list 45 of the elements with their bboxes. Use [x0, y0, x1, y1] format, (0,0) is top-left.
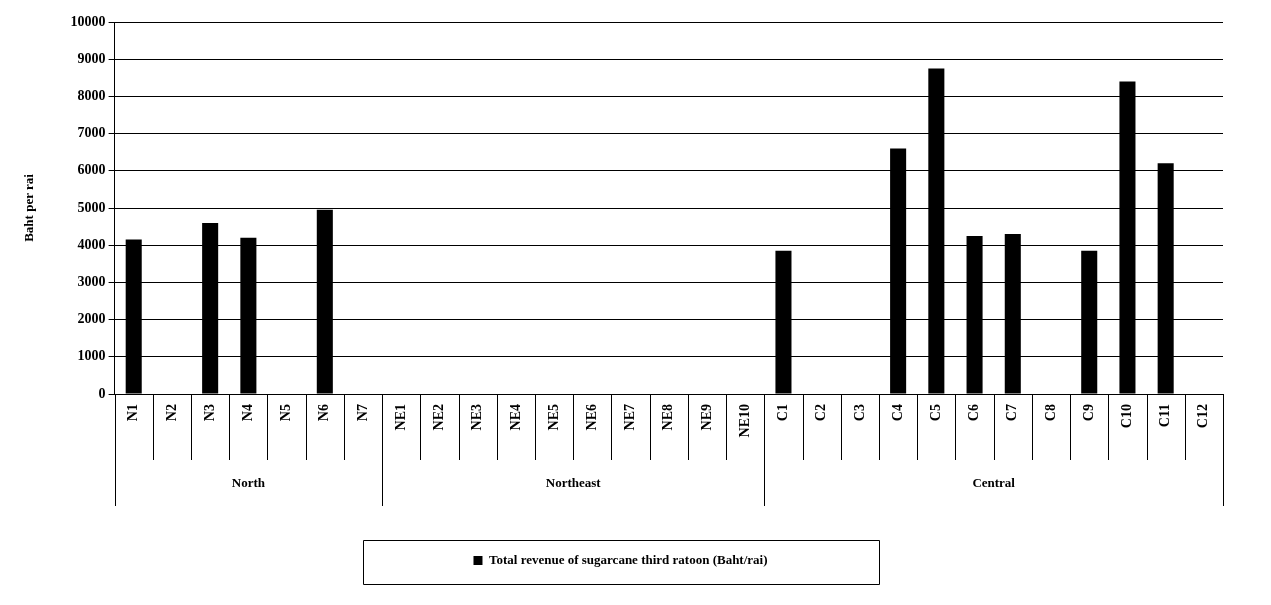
y-tick-label: 3000 — [77, 274, 106, 290]
x-tick-label: NE3 — [469, 404, 485, 431]
x-tick-label: N6 — [316, 404, 332, 422]
y-tick-label: 5000 — [77, 199, 106, 215]
x-tick-label: C10 — [1119, 404, 1135, 429]
x-tick-label: C1 — [775, 404, 791, 422]
x-tick-label: NE9 — [698, 404, 714, 431]
x-tick-label: NE10 — [736, 404, 752, 438]
x-tick-label: NE6 — [583, 404, 599, 431]
y-tick-label: 9000 — [77, 50, 106, 66]
x-tick-label: C7 — [1004, 404, 1020, 422]
x-tick-label: C5 — [927, 404, 943, 422]
x-tick-label: NE1 — [392, 404, 408, 431]
x-tick-label: NE4 — [507, 404, 523, 431]
text: North — [231, 475, 266, 491]
x-tick-label: N7 — [354, 404, 370, 422]
x-tick-label: NE7 — [622, 404, 638, 431]
x-tick-label: N4 — [239, 404, 255, 422]
y-tick-label: 0 — [98, 385, 106, 401]
x-tick-label: C2 — [813, 404, 829, 422]
x-tick-label: N2 — [163, 404, 179, 422]
x-tick-label: N5 — [278, 404, 294, 422]
x-tick-label: NE8 — [660, 404, 676, 431]
x-tick-label: C6 — [966, 404, 982, 422]
y-tick-label: 7000 — [77, 125, 106, 141]
x-tick-label: NE5 — [545, 404, 561, 431]
text: Northeast — [545, 475, 602, 491]
x-tick-label: C8 — [1042, 404, 1058, 422]
x-tick-label: C4 — [889, 404, 905, 422]
y-tick-label: 1000 — [77, 348, 106, 364]
text: Central — [972, 475, 1016, 491]
legend-label: Total revenue of sugarcane third ratoon (Baht/rai) — [488, 551, 768, 567]
y-tick-label: 6000 — [77, 162, 106, 178]
y-axis-title: Baht per rai — [21, 173, 37, 242]
x-tick-label: C12 — [1195, 404, 1211, 429]
y-tick-label: 4000 — [77, 236, 106, 252]
x-tick-label: C9 — [1080, 404, 1096, 422]
x-tick-label: N1 — [125, 404, 141, 422]
y-tick-label: 2000 — [77, 311, 106, 327]
x-tick-label: C11 — [1157, 404, 1173, 428]
x-tick-label: N3 — [201, 404, 217, 422]
x-tick-label: C3 — [851, 404, 867, 422]
y-tick-label: 8000 — [77, 88, 106, 104]
y-tick-label: 10000 — [70, 13, 106, 29]
x-tick-label: NE2 — [431, 404, 447, 431]
